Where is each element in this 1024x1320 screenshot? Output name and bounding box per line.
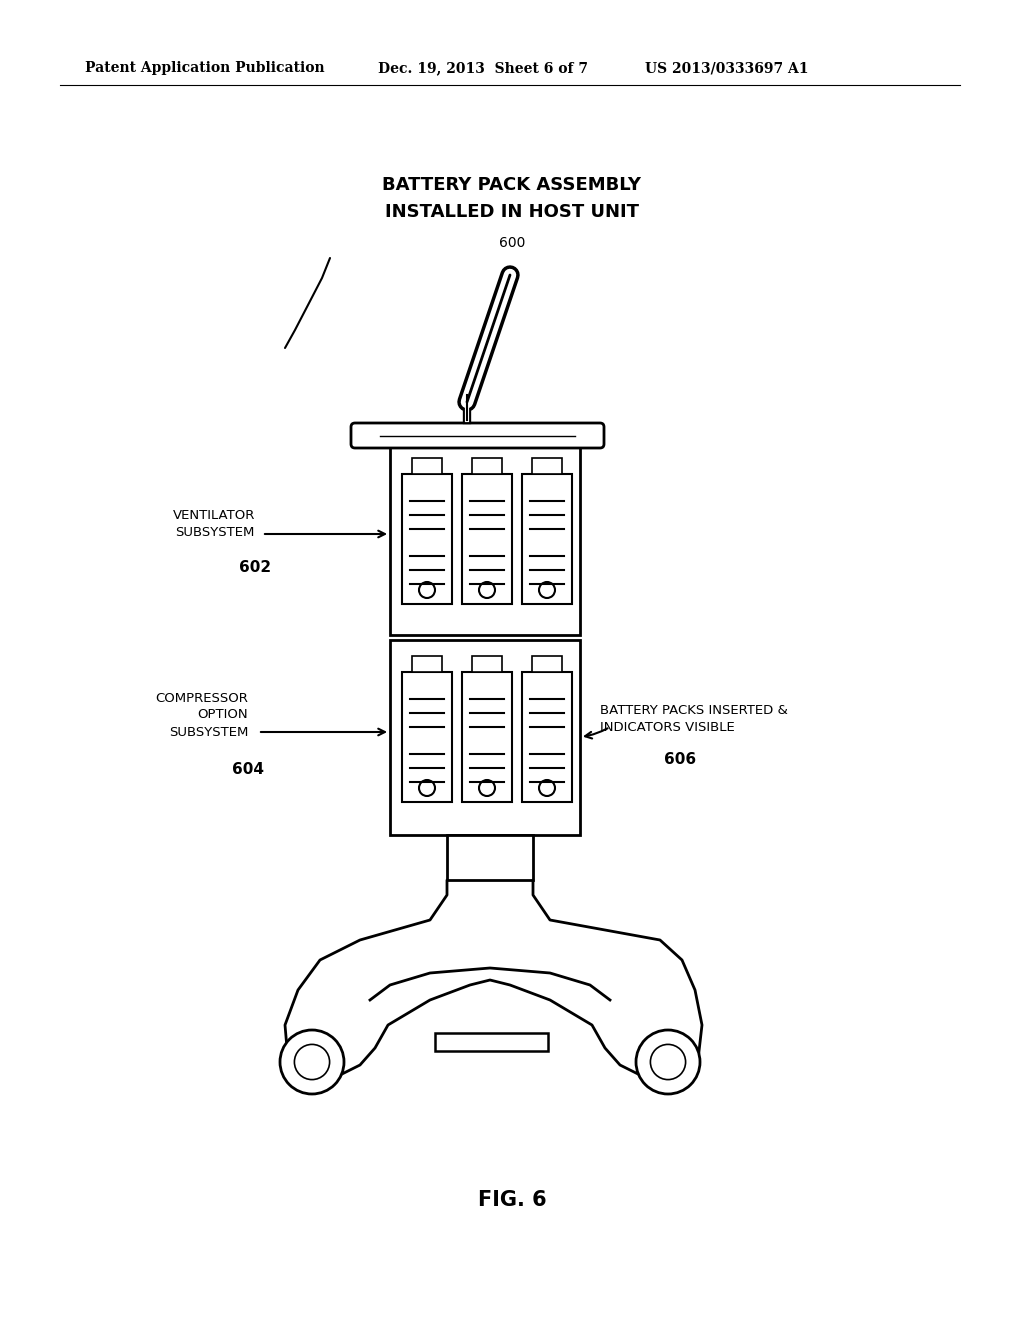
Text: 604: 604 xyxy=(232,763,264,777)
Circle shape xyxy=(636,1030,700,1094)
Text: VENTILATOR
SUBSYSTEM: VENTILATOR SUBSYSTEM xyxy=(173,510,255,539)
Bar xyxy=(522,672,572,803)
Bar xyxy=(390,444,580,635)
Bar xyxy=(412,458,442,474)
Bar xyxy=(532,458,562,474)
FancyBboxPatch shape xyxy=(351,422,604,447)
Bar xyxy=(532,656,562,672)
Bar xyxy=(435,1034,548,1051)
Text: 600: 600 xyxy=(499,236,525,249)
Bar xyxy=(447,836,534,880)
Bar xyxy=(412,656,442,672)
Bar xyxy=(472,458,502,474)
Text: FIG. 6: FIG. 6 xyxy=(477,1191,547,1210)
Bar xyxy=(522,474,572,605)
Bar xyxy=(462,474,512,605)
Circle shape xyxy=(280,1030,344,1094)
Bar xyxy=(402,474,452,605)
Text: 606: 606 xyxy=(664,751,696,767)
Text: 602: 602 xyxy=(239,560,271,574)
Bar xyxy=(390,640,580,836)
Bar xyxy=(462,672,512,803)
Bar xyxy=(472,656,502,672)
Text: Dec. 19, 2013  Sheet 6 of 7: Dec. 19, 2013 Sheet 6 of 7 xyxy=(378,61,588,75)
Text: BATTERY PACK ASSEMBLY: BATTERY PACK ASSEMBLY xyxy=(383,176,641,194)
Text: COMPRESSOR
OPTION
SUBSYSTEM: COMPRESSOR OPTION SUBSYSTEM xyxy=(155,692,248,738)
Text: US 2013/0333697 A1: US 2013/0333697 A1 xyxy=(645,61,809,75)
Text: BATTERY PACKS INSERTED &
INDICATORS VISIBLE: BATTERY PACKS INSERTED & INDICATORS VISI… xyxy=(600,704,787,734)
Text: Patent Application Publication: Patent Application Publication xyxy=(85,61,325,75)
Text: INSTALLED IN HOST UNIT: INSTALLED IN HOST UNIT xyxy=(385,203,639,220)
Bar xyxy=(402,672,452,803)
